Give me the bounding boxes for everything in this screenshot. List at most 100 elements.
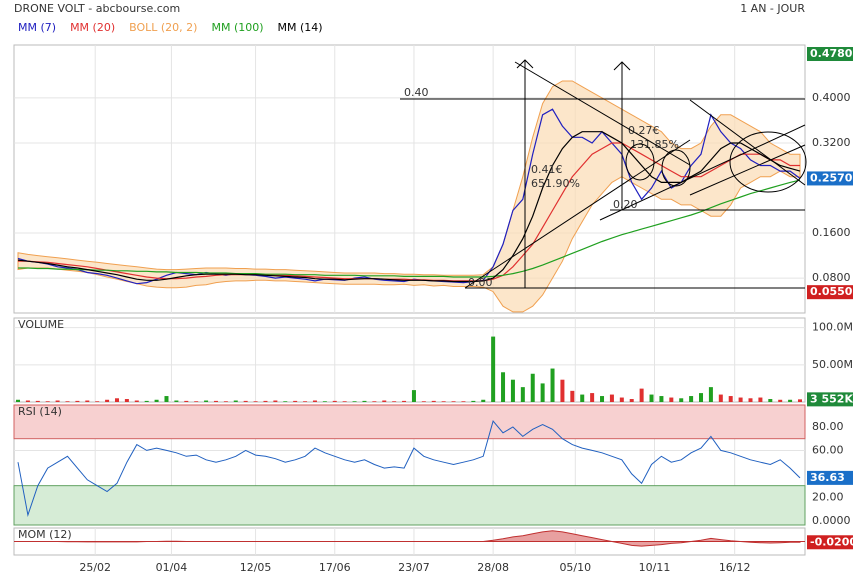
volume-bar [669,397,674,402]
volume-bar [342,401,347,402]
volume-bar [95,401,100,402]
y-tick-label: 0.3200 [812,136,851,149]
volume-bar [590,393,595,402]
volume-bar [134,400,139,402]
volume-bar [718,394,723,402]
value-box [807,535,853,550]
volume-bar [481,399,486,402]
volume-bar [560,379,565,402]
volume-bar [699,393,704,402]
value-box-label: 0.4780 [810,47,853,60]
volume-bar [293,400,298,402]
rsi-line [17,420,801,517]
volume-bar [738,397,743,402]
annotation: 651.90% [531,177,580,190]
volume-bar [194,401,199,402]
y-tick-label: 0.1600 [812,226,851,239]
volume-bar [520,387,525,402]
volume-bar [431,400,436,402]
period: 1 AN - JOUR [740,2,805,15]
volume-bar [332,400,337,402]
volume-bar [639,388,644,402]
volume-bar [114,398,119,402]
volume-bar [461,401,466,402]
volume-bar [362,400,367,402]
volume-bar [778,399,783,402]
panel-title: RSI (14) [18,405,62,418]
under-layer [13,45,806,555]
moving-average [18,142,800,282]
volume-bar [204,400,209,402]
volume-bar [768,399,773,402]
volume-bar [382,400,387,402]
value-box [807,171,853,186]
volume-bar [649,394,654,402]
volume-bar [243,400,248,402]
volume-bar [233,400,238,402]
page-title: DRONE VOLT - abcbourse.com [14,2,180,15]
x-tick-label: 23/07 [398,561,430,574]
volume-bar [411,390,416,402]
volume-bar [16,399,20,402]
volume-bar [283,401,288,402]
volume-bar [510,379,515,402]
value-box-label: 0.0550 [810,285,853,298]
value-box [807,470,853,485]
y-tick-label: 50.00M [812,358,853,371]
volume-bar [689,396,694,402]
volume-bar [154,399,159,402]
volume-bar [550,368,555,402]
volume-bar [659,396,664,402]
value-box-label: 36.63 [810,471,845,484]
volume-bar [728,396,733,402]
volume-bar [501,372,506,402]
volume-bar [223,401,228,402]
y-tick-label: 60.00 [812,443,844,456]
volume-bar [451,401,456,402]
y-tick-label: 0.4000 [812,91,851,104]
panel-title: MOM (12) [18,528,72,541]
x-tick-label: 05/10 [559,561,591,574]
annotation: 0.27€ [628,124,660,137]
volume-bar [421,401,426,402]
momentum-area [18,530,801,547]
volume-bar [124,399,129,402]
volume-bar [105,399,110,402]
drawings [400,59,807,289]
x-tick-label: 16/12 [719,561,751,574]
volume-bar [580,394,585,402]
x-tick-label: 12/05 [240,561,272,574]
volume-bar [322,401,327,402]
annotation: 0.20 [613,198,638,211]
volume-bar [75,400,80,402]
legend-entry: MM (20) [70,21,115,34]
volume-bar [35,400,40,402]
volume-bar [540,383,545,402]
volume-bar [263,400,268,402]
volume-bar [629,399,634,402]
volume-bar [25,400,30,402]
annotation: 0.41€ [531,163,563,176]
volume-bar [352,401,357,402]
value-box [807,47,853,62]
y-tick-label: 80.00 [812,420,844,433]
y-tick-label: 100.0M [812,321,853,334]
volume-bar [758,397,763,402]
volume-bar [273,400,278,402]
volume-bar [570,390,575,402]
volume-bar [164,396,169,402]
volume-bar [213,400,218,402]
volume-bar [600,396,605,402]
volume-bar [402,400,407,402]
volume-bar [798,399,802,402]
volume-bar [45,401,50,402]
marks: 25/02 01/04 12/05 17/06 23/07 28/08 05/10 10/11… [14,21,855,574]
volume-bar [708,387,713,402]
overbought-zone [13,404,806,440]
volume-bar [65,401,70,402]
volume-bar [471,400,476,402]
moving-average [17,131,801,283]
volume-panel [13,317,806,403]
volume-bar [619,397,624,402]
